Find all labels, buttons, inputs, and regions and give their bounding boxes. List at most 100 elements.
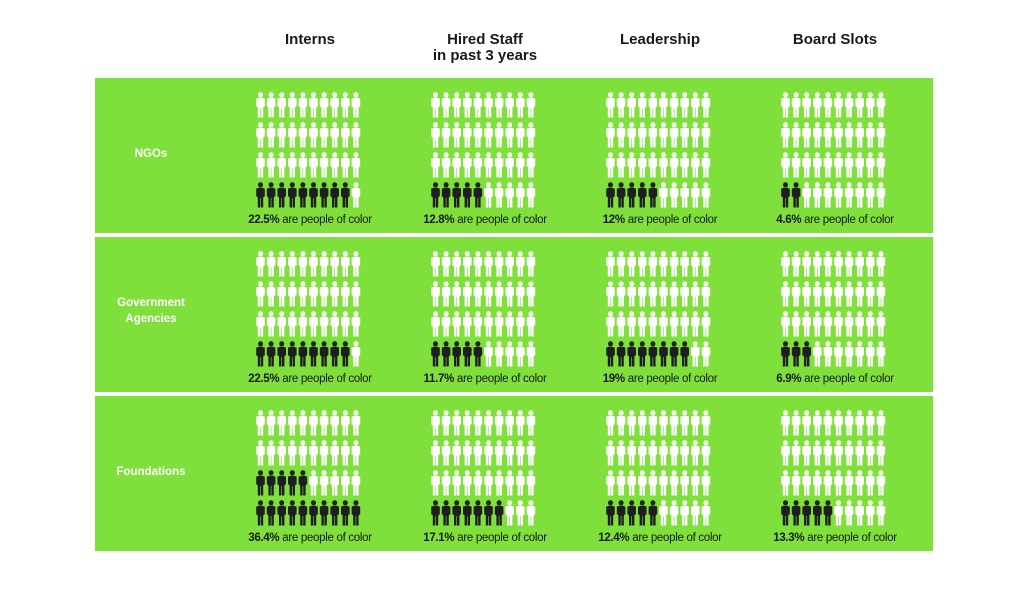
- person-icon: [319, 440, 329, 466]
- person-icon: [463, 152, 472, 178]
- pictograph: [256, 251, 361, 367]
- person-icon: [494, 281, 504, 307]
- person-icon: [494, 440, 504, 466]
- person-icon: [441, 92, 451, 118]
- person-icon: [691, 182, 700, 208]
- person-icon: [866, 311, 875, 337]
- person-icon: [452, 281, 461, 307]
- person-icon: [330, 92, 339, 118]
- person-icon: [526, 251, 536, 277]
- person-icon: [866, 440, 875, 466]
- person-icon: [351, 311, 361, 337]
- person-icon: [616, 410, 626, 436]
- person-icon: [781, 281, 790, 307]
- pictograph-cell: 17.1% are people of color: [410, 396, 560, 551]
- person-icon: [441, 122, 451, 148]
- person-icon: [298, 470, 308, 496]
- person-icon: [627, 251, 636, 277]
- person-icon: [701, 410, 711, 436]
- person-icon: [473, 341, 483, 367]
- pictograph: [781, 92, 886, 208]
- person-icon: [638, 122, 647, 148]
- person-icon: [834, 311, 843, 337]
- person-icon: [855, 122, 864, 148]
- percentage-value: 36.4%: [248, 532, 280, 544]
- person-icon: [791, 470, 801, 496]
- person-icon: [659, 410, 668, 436]
- person-icon: [627, 281, 636, 307]
- person-icon: [526, 470, 536, 496]
- person-icon: [298, 251, 308, 277]
- person-icon: [484, 182, 493, 208]
- person-icon: [452, 500, 461, 526]
- person-icon: [648, 92, 658, 118]
- person-icon: [494, 341, 504, 367]
- person-icon: [516, 92, 525, 118]
- person-icon: [616, 470, 626, 496]
- person-icon: [691, 470, 700, 496]
- person-icon: [627, 311, 636, 337]
- person-icon: [834, 122, 843, 148]
- person-icon: [341, 341, 350, 367]
- person-icon: [288, 122, 297, 148]
- percentage-caption: 11.7% are people of color: [423, 373, 547, 385]
- person-icon: [791, 500, 801, 526]
- person-icon: [866, 500, 875, 526]
- person-icon: [256, 281, 265, 307]
- person-icon: [277, 470, 286, 496]
- person-icon: [351, 281, 361, 307]
- person-icon: [452, 152, 461, 178]
- person-icon: [802, 410, 811, 436]
- person-icon: [298, 440, 308, 466]
- person-icon: [813, 281, 822, 307]
- person-icon: [659, 281, 668, 307]
- person-icon: [659, 182, 668, 208]
- person-icon: [791, 410, 801, 436]
- person-icon: [526, 410, 536, 436]
- person-icon: [484, 500, 493, 526]
- person-icon: [484, 122, 493, 148]
- person-icon: [351, 182, 361, 208]
- person-icon: [823, 410, 833, 436]
- pictograph-cell: 12.8% are people of color: [410, 78, 560, 233]
- person-icon: [876, 281, 886, 307]
- person-icon: [277, 311, 286, 337]
- percentage-value: 12.8%: [423, 214, 455, 226]
- person-icon: [606, 410, 615, 436]
- person-icon: [288, 281, 297, 307]
- person-icon: [866, 251, 875, 277]
- person-icon: [319, 92, 329, 118]
- person-icon: [277, 251, 286, 277]
- person-icon: [627, 122, 636, 148]
- person-icon: [638, 440, 647, 466]
- person-icon: [616, 122, 626, 148]
- person-icon: [659, 500, 668, 526]
- person-icon: [484, 281, 493, 307]
- person-icon: [813, 122, 822, 148]
- person-icon: [823, 281, 833, 307]
- person-icon: [351, 500, 361, 526]
- person-icon: [669, 152, 679, 178]
- person-icon: [813, 92, 822, 118]
- percentage-caption: 17.1% are people of color: [423, 532, 547, 544]
- person-icon: [298, 152, 308, 178]
- person-icon: [277, 122, 286, 148]
- person-icon: [351, 440, 361, 466]
- column-header: Board Slots: [792, 31, 878, 48]
- person-icon: [606, 500, 615, 526]
- person-icon: [606, 251, 615, 277]
- person-icon: [834, 281, 843, 307]
- person-icon: [855, 311, 864, 337]
- percentage-value: 6.9%: [776, 373, 802, 385]
- person-icon: [648, 470, 658, 496]
- person-icon: [505, 251, 514, 277]
- pictograph-cell: 12% are people of color: [585, 78, 735, 233]
- person-icon: [638, 92, 647, 118]
- person-icon: [844, 341, 854, 367]
- percentage-value: 22.5%: [248, 214, 280, 226]
- person-icon: [669, 341, 679, 367]
- person-icon: [606, 122, 615, 148]
- person-icon: [341, 182, 350, 208]
- person-icon: [701, 281, 711, 307]
- person-icon: [256, 311, 265, 337]
